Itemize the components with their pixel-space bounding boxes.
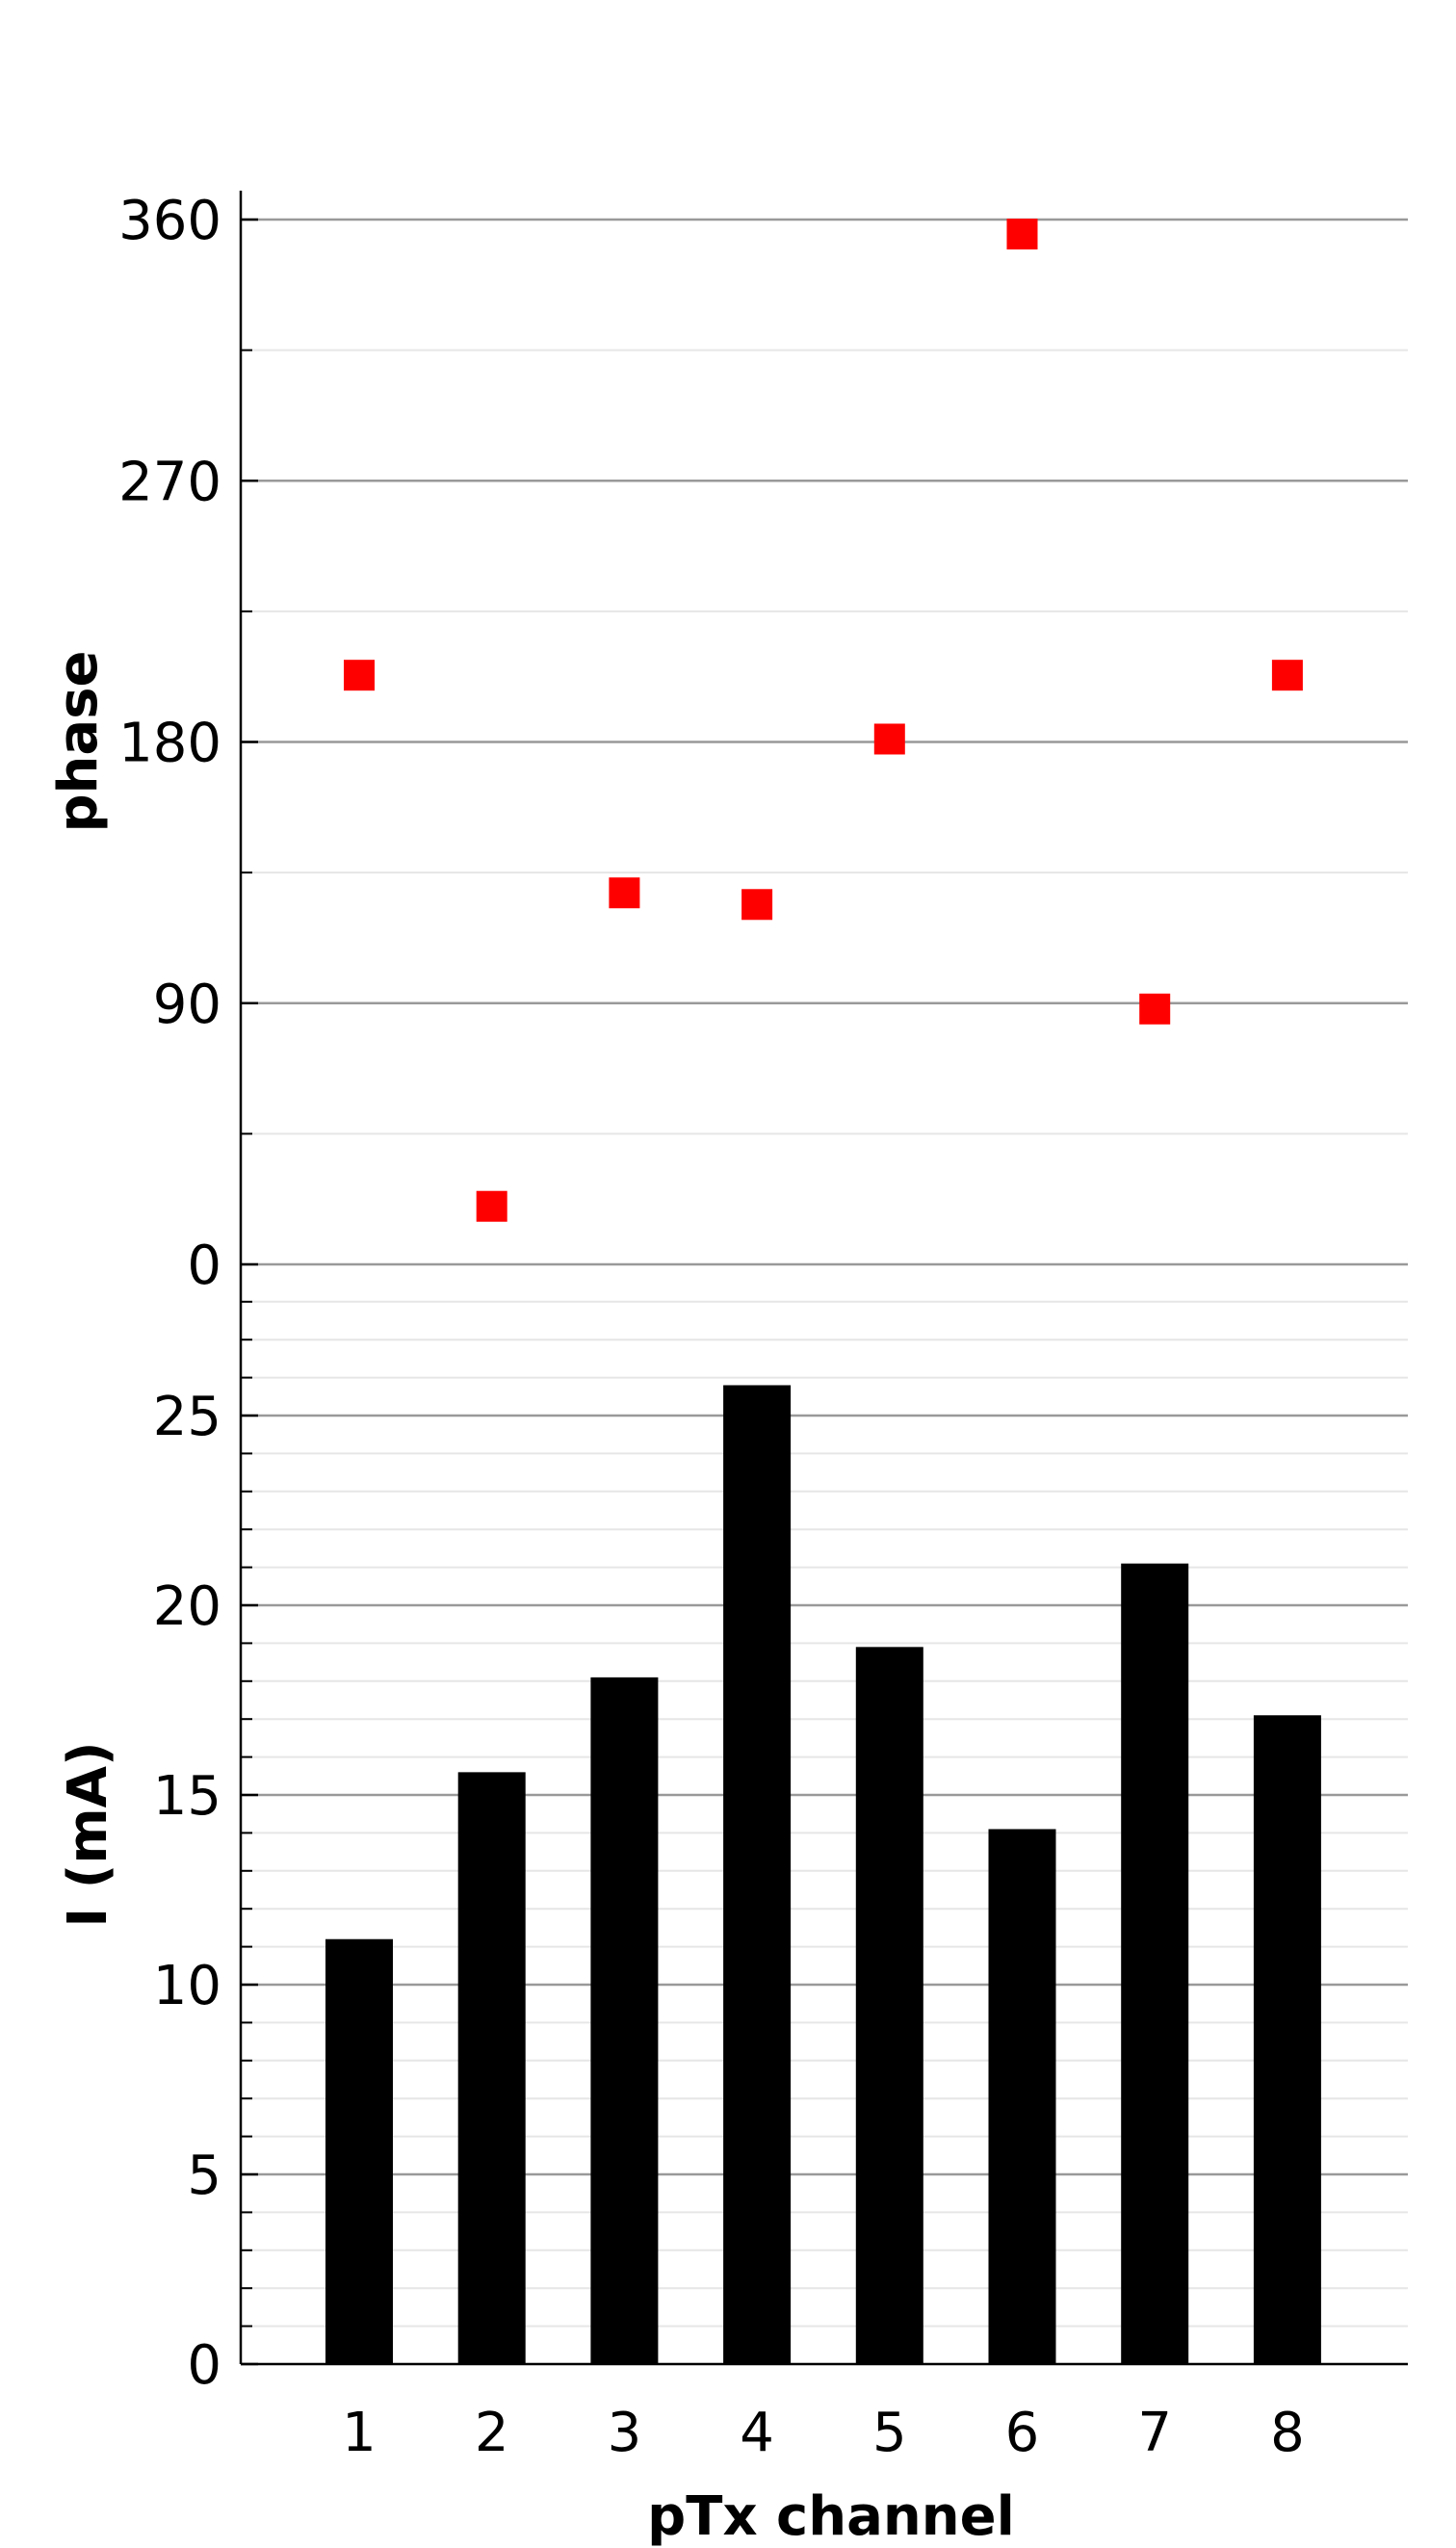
current-bar [723, 1385, 792, 2364]
current-bar [325, 1938, 393, 2364]
phase-marker [609, 877, 640, 909]
current-tick-label: 15 [153, 1765, 221, 1828]
current-bar [1253, 1715, 1321, 2364]
current-bar [457, 1772, 526, 2364]
current-tick-label: 0 [187, 2334, 221, 2397]
phase-marker [1271, 660, 1303, 691]
x-tick-label: 3 [608, 2402, 642, 2464]
x-tick-label: 8 [1270, 2402, 1305, 2464]
x-tick-label: 1 [342, 2402, 377, 2464]
current-tick-label: 10 [153, 1955, 221, 2017]
current-bar [1121, 1563, 1189, 2364]
grid-layer [241, 218, 1408, 2327]
phase-marker [873, 723, 905, 755]
current-axis-title: I (mA) [57, 1741, 119, 1927]
labels-layer: 0 90 180 270 360 0 5 10 15 20 25 1 2 3 4 5 6 7 8 [118, 190, 1305, 2464]
x-tick-label: 6 [1005, 2402, 1040, 2464]
phase-tick-label: 180 [118, 713, 221, 775]
phase-tick-label: 90 [153, 974, 221, 1036]
phase-tick-label: 0 [187, 1235, 221, 1297]
x-tick-label: 5 [872, 2402, 907, 2464]
axes-layer [239, 191, 1408, 2366]
x-tick-label: 2 [475, 2402, 509, 2464]
phase-marker [476, 1190, 507, 1222]
phase-marker [344, 660, 375, 691]
current-bar [855, 1647, 923, 2364]
current-bar [590, 1677, 659, 2364]
current-tick-label: 5 [187, 2145, 221, 2207]
marks-layer [325, 219, 1321, 2364]
x-tick-label: 4 [740, 2402, 774, 2464]
x-tick-label: 7 [1137, 2402, 1172, 2464]
phase-tick-label: 270 [118, 451, 221, 513]
current-tick-label: 20 [153, 1575, 221, 1638]
phase-marker [741, 889, 773, 921]
phase-axis-title: phase [47, 650, 110, 832]
current-tick-label: 25 [153, 1386, 221, 1448]
phase-marker [1139, 993, 1171, 1025]
phase-tick-label: 360 [118, 190, 221, 252]
phase-marker [1006, 219, 1038, 250]
x-axis-title: pTx channel [647, 2485, 1015, 2548]
current-bar [988, 1829, 1056, 2364]
